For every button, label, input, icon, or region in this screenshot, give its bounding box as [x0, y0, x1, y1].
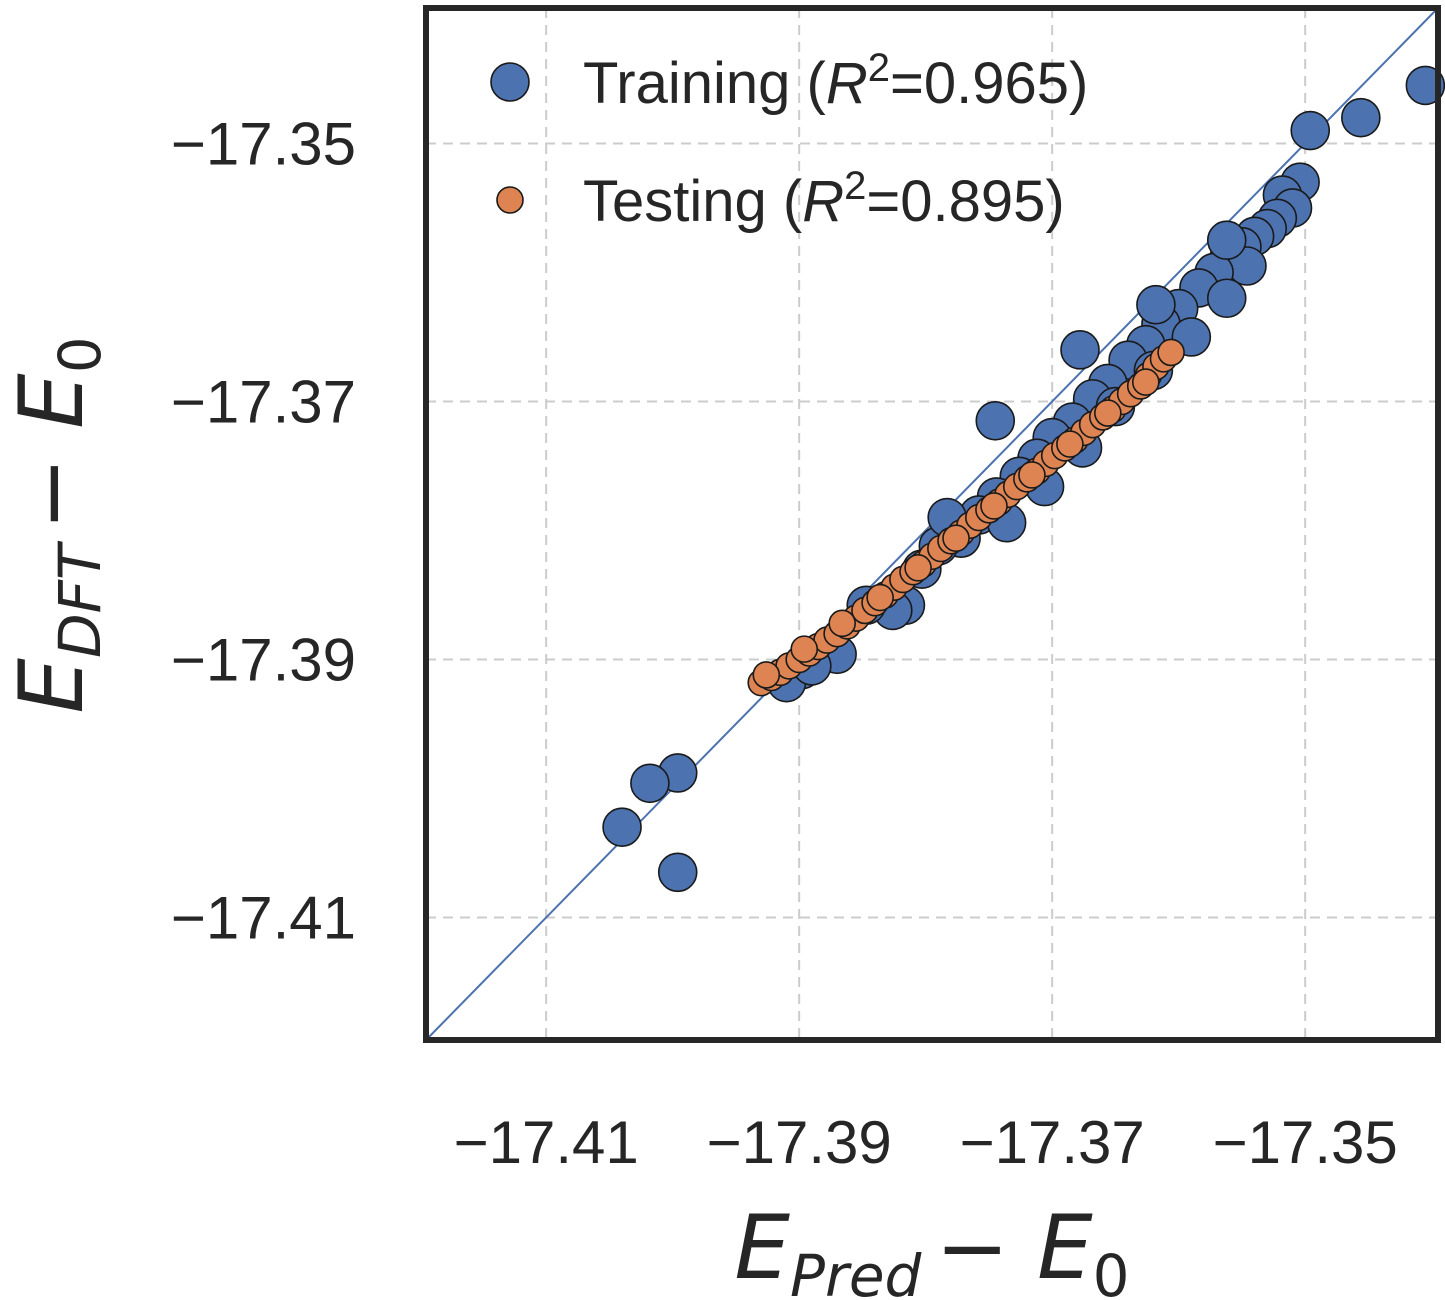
testing-point	[866, 583, 894, 612]
legend-marker	[490, 62, 530, 102]
training-point	[1405, 65, 1445, 106]
training-point	[630, 763, 670, 804]
x-tick-label: −17.35	[1213, 1109, 1398, 1176]
plot-frame	[423, 5, 1441, 1043]
legend-label: Training (R2=0.965)	[583, 46, 1088, 116]
x-axis-title: EPred − E0	[734, 1196, 1129, 1300]
y-axis-ticks: −17.35 −17.37 −17.39 −17.41	[171, 110, 356, 951]
testing-point	[980, 492, 1008, 520]
testing-point	[942, 524, 970, 552]
training-point	[657, 852, 698, 893]
x-tick-label: −17.41	[454, 1109, 639, 1176]
y-tick-label: −17.35	[171, 110, 356, 177]
x-tick-label: −17.39	[707, 1109, 892, 1176]
y-tick-label: −17.39	[171, 626, 356, 693]
testing-point	[828, 609, 856, 638]
testing-point	[1056, 430, 1084, 458]
legend-marker	[496, 186, 524, 214]
x-axis-ticks: −17.41 −17.39 −17.37 −17.35	[454, 1109, 1398, 1176]
training-point	[1206, 220, 1247, 260]
training-point	[975, 400, 1016, 441]
training-point	[1290, 110, 1331, 151]
testing-point	[1157, 338, 1185, 367]
points	[602, 65, 1445, 893]
training-point	[1206, 278, 1247, 319]
training-point	[1136, 284, 1176, 325]
testing-point	[790, 635, 819, 663]
legend: Training (R2=0.965) Testing (R2=0.895)	[490, 46, 1088, 234]
training-point	[602, 807, 642, 847]
testing-point	[1131, 368, 1160, 396]
y-tick-label: −17.37	[171, 368, 356, 435]
legend-label: Testing (R2=0.895)	[583, 164, 1065, 234]
x-tick-label: −17.37	[960, 1109, 1145, 1176]
testing-point	[1018, 461, 1046, 489]
testing-point	[1094, 399, 1122, 427]
y-axis-title: EDFT− E0	[0, 336, 114, 713]
testing-point	[752, 661, 781, 689]
training-point	[1060, 330, 1100, 370]
y-tick-label: −17.41	[171, 884, 356, 951]
training-point	[1341, 97, 1381, 138]
testing-point	[904, 554, 932, 582]
